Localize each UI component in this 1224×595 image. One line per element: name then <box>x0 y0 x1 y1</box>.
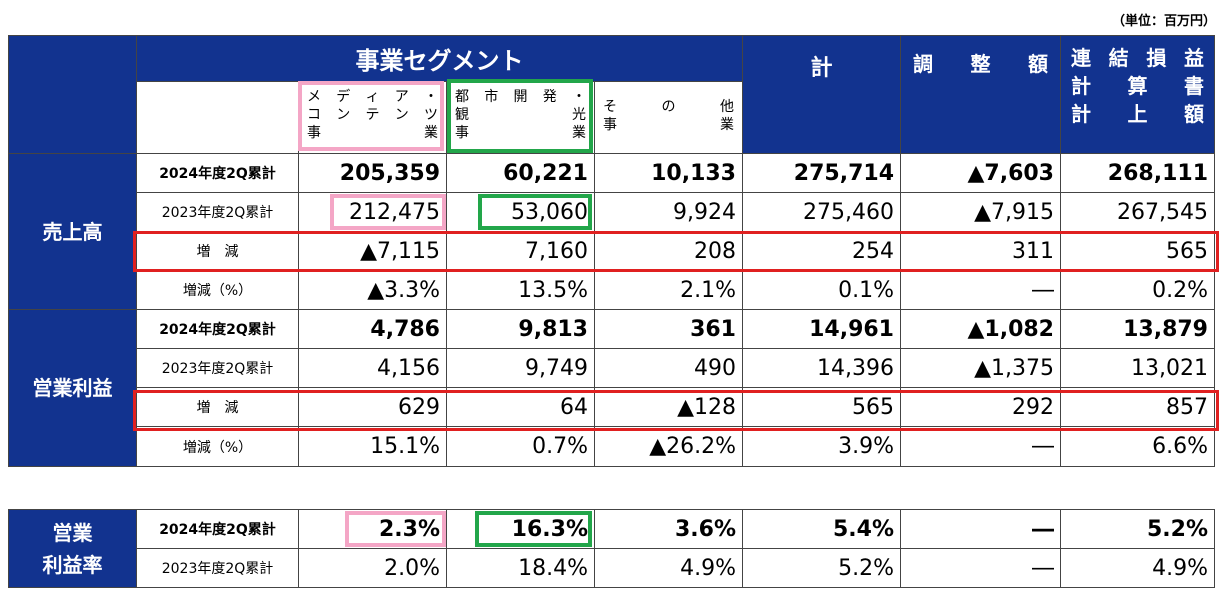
value-cell: 53,060 <box>446 192 595 232</box>
value-cell: ― <box>900 270 1061 310</box>
value-cell: 13,021 <box>1060 348 1215 388</box>
value-cell: ▲7,603 <box>900 153 1061 193</box>
row-label: 増 減 <box>136 387 299 427</box>
value-cell: 4,786 <box>298 309 447 349</box>
row-label: 2024年度2Q累計 <box>136 153 299 193</box>
value-cell: 60,221 <box>446 153 595 193</box>
value-cell: 275,460 <box>742 192 901 232</box>
value-cell: 205,359 <box>298 153 447 193</box>
value-cell: 565 <box>742 387 901 427</box>
value-cell: 10,133 <box>594 153 743 193</box>
op-profit-row-header: 営業利益 <box>8 309 137 467</box>
value-cell: 565 <box>1060 231 1215 271</box>
value-cell: 16.3% <box>446 509 595 549</box>
value-cell: 267,545 <box>1060 192 1215 232</box>
value-cell: 6.6% <box>1060 426 1215 467</box>
segment-header: 事業セグメント <box>136 35 743 82</box>
total-header: 計 <box>742 35 901 154</box>
value-cell: 0.2% <box>1060 270 1215 310</box>
row-label: 2023年度2Q累計 <box>136 548 299 588</box>
value-cell: 9,749 <box>446 348 595 388</box>
sales-row-header: 売上高 <box>8 153 137 310</box>
value-cell: 3.6% <box>594 509 743 549</box>
value-cell: ▲1,375 <box>900 348 1061 388</box>
value-cell: 18.4% <box>446 548 595 588</box>
row-label: 2024年度2Q累計 <box>136 509 299 549</box>
value-cell: 14,396 <box>742 348 901 388</box>
blank-subheader <box>136 81 299 154</box>
value-cell: 361 <box>594 309 743 349</box>
value-cell: 4.9% <box>594 548 743 588</box>
segment-table: 事業セグメント 計 調整額 連結損益 計算書 計上額 メディア・ コンテンツ 事… <box>8 35 1215 467</box>
corner-cell <box>8 35 137 154</box>
consolidated-header: 連結損益 計算書 計上額 <box>1060 35 1215 154</box>
value-cell: 64 <box>446 387 595 427</box>
value-cell: 9,924 <box>594 192 743 232</box>
margin-table: 営業 利益率 2024年度2Q累計 2.3% 16.3% 3.6% 5.4% ―… <box>8 509 1215 588</box>
value-cell: 0.1% <box>742 270 901 310</box>
media-header: メディア・ コンテンツ 事業 <box>298 81 447 154</box>
value-cell: 7,160 <box>446 231 595 271</box>
value-cell: 14,961 <box>742 309 901 349</box>
row-label: 2024年度2Q累計 <box>136 309 299 349</box>
value-cell: 0.7% <box>446 426 595 467</box>
urban-header: 都市開発・ 観光 事業 <box>446 81 595 154</box>
value-cell: ▲1,082 <box>900 309 1061 349</box>
value-cell: 268,111 <box>1060 153 1215 193</box>
value-cell: ▲7,915 <box>900 192 1061 232</box>
value-cell: 629 <box>298 387 447 427</box>
value-cell: 4,156 <box>298 348 447 388</box>
value-cell: 15.1% <box>298 426 447 467</box>
value-cell: 208 <box>594 231 743 271</box>
value-cell: 13,879 <box>1060 309 1215 349</box>
value-cell: 5.4% <box>742 509 901 549</box>
value-cell: 2.0% <box>298 548 447 588</box>
margin-row-header: 営業 利益率 <box>8 509 137 588</box>
row-label: 増減（%） <box>136 270 299 310</box>
value-cell: 275,714 <box>742 153 901 193</box>
value-cell: 5.2% <box>742 548 901 588</box>
value-cell: 3.9% <box>742 426 901 467</box>
value-cell: 9,813 <box>446 309 595 349</box>
value-cell: ― <box>900 426 1061 467</box>
adjust-header-text: 調整額 <box>913 52 1048 76</box>
value-cell: ― <box>900 548 1061 588</box>
value-cell: 2.3% <box>298 509 447 549</box>
value-cell: 254 <box>742 231 901 271</box>
value-cell: 2.1% <box>594 270 743 310</box>
row-label: 増減（%） <box>136 426 299 467</box>
value-cell: 13.5% <box>446 270 595 310</box>
value-cell: 490 <box>594 348 743 388</box>
row-label: 2023年度2Q累計 <box>136 192 299 232</box>
value-cell: 311 <box>900 231 1061 271</box>
value-cell: 5.2% <box>1060 509 1215 549</box>
other-header: その他 事業 <box>594 81 743 154</box>
value-cell: ― <box>900 509 1061 549</box>
value-cell: ▲7,115 <box>298 231 447 271</box>
unit-note: （単位：百万円） <box>1111 14 1216 29</box>
row-label: 増 減 <box>136 231 299 271</box>
value-cell: ▲128 <box>594 387 743 427</box>
value-cell: 212,475 <box>298 192 447 232</box>
value-cell: 292 <box>900 387 1061 427</box>
value-cell: ▲26.2% <box>594 426 743 467</box>
value-cell: 4.9% <box>1060 548 1215 588</box>
adjust-header: 調整額 <box>900 35 1061 154</box>
value-cell: ▲3.3% <box>298 270 447 310</box>
value-cell: 857 <box>1060 387 1215 427</box>
row-label: 2023年度2Q累計 <box>136 348 299 388</box>
